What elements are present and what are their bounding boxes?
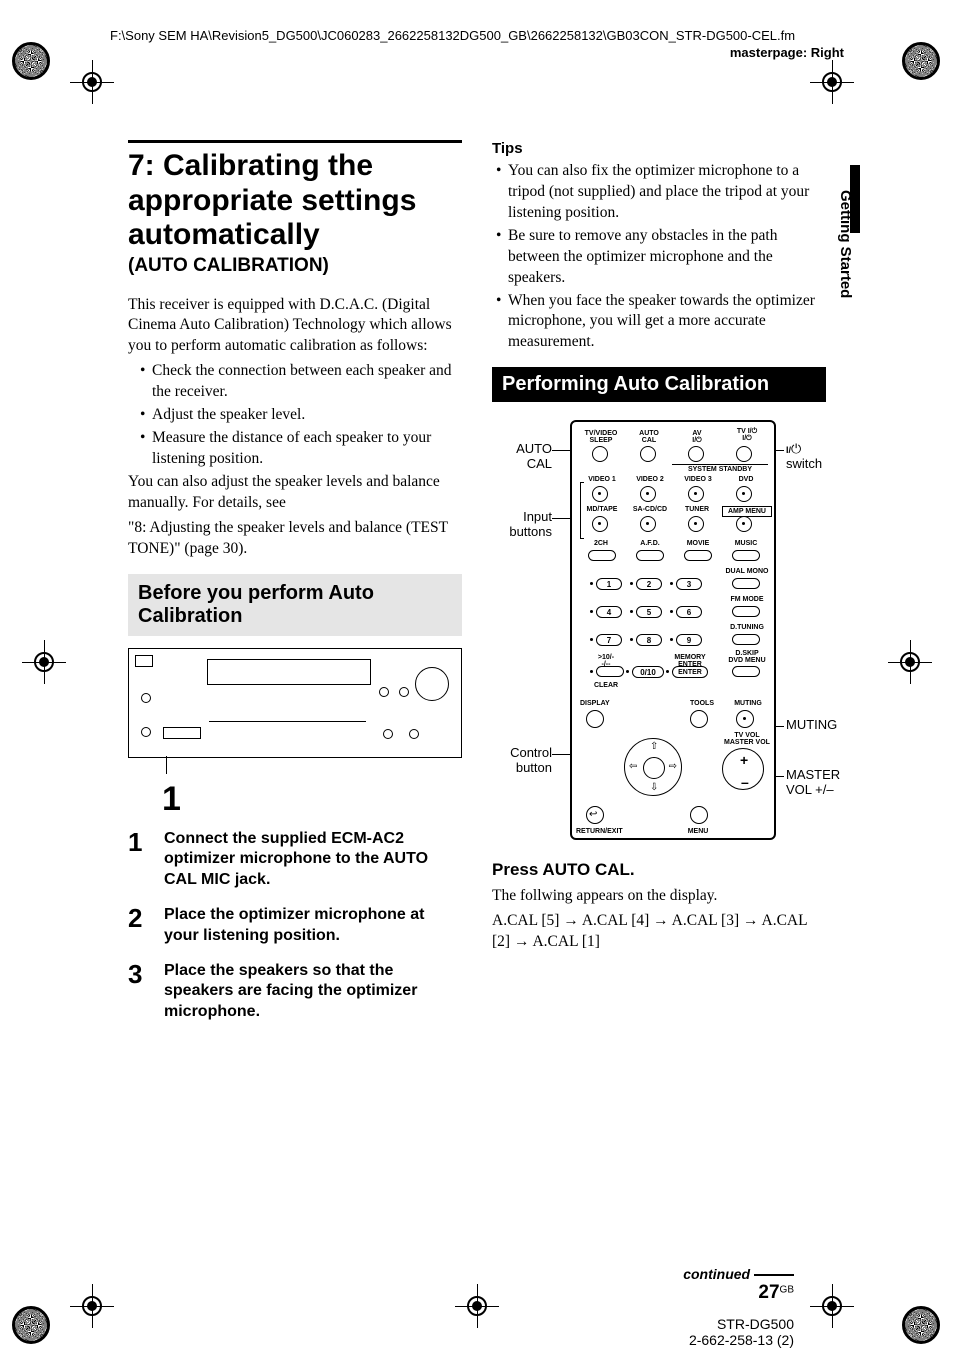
- before-heading-box: Before you perform Auto Calibration: [128, 574, 462, 636]
- callout-muting: MUTING: [786, 718, 837, 733]
- remote-diagram: AUTO CAL Input buttons Control button I/…: [492, 416, 826, 846]
- callout-input: Input buttons: [492, 510, 552, 540]
- intro-list: Check the connection between each speake…: [128, 361, 462, 470]
- masterpage: masterpage: Right: [730, 45, 844, 60]
- step-2: 2Place the optimizer microphone at your …: [128, 905, 462, 947]
- press-heading: Press AUTO CAL.: [492, 860, 826, 880]
- performing-heading-box: Performing Auto Calibration: [492, 367, 826, 402]
- press-text: The follwing appears on the display.: [492, 886, 826, 907]
- intro-text: This receiver is equipped with D.C.A.C. …: [128, 295, 462, 358]
- doc-header: F:\Sony SEM HA\Revision5_DG500\JC060283_…: [110, 28, 844, 60]
- right-column: Tips You can also fix the optimizer micr…: [492, 140, 826, 1244]
- tips-list: You can also fix the optimizer microphon…: [492, 161, 826, 353]
- post-text-2: "8: Adjusting the speaker levels and bal…: [128, 518, 462, 560]
- receiver-diagram: [128, 648, 462, 758]
- page-title: 7: Calibrating the appropriate settings …: [128, 149, 462, 253]
- left-column: 7: Calibrating the appropriate settings …: [128, 140, 462, 1244]
- callout-mastervol: MASTER VOL +/–: [786, 768, 840, 798]
- diagram-callout-1: 1: [162, 780, 462, 819]
- steps-list: 1Connect the supplied ECM-AC2 optimizer …: [128, 829, 462, 1023]
- tips-heading: Tips: [492, 140, 826, 157]
- section-label: Getting Started: [837, 190, 854, 298]
- step-1: 1Connect the supplied ECM-AC2 optimizer …: [128, 829, 462, 891]
- press-sequence: A.CAL [5] → A.CAL [4] → A.CAL [3] → A.CA…: [492, 911, 826, 953]
- page-footer: continued 27GB STR-DG5002-662-258-13 (2): [683, 1266, 794, 1304]
- before-heading: Before you perform Auto Calibration: [138, 582, 452, 628]
- post-text: You can also adjust the speaker levels a…: [128, 472, 462, 514]
- remote-body: TV/VIDEO SLEEP AUTO CAL AV I/⏻ TV I/⏻ I/…: [570, 420, 776, 840]
- page-subtitle: (AUTO CALIBRATION): [128, 255, 462, 277]
- performing-heading: Performing Auto Calibration: [502, 373, 816, 396]
- callout-autocal: AUTO CAL: [492, 442, 552, 472]
- file-path: F:\Sony SEM HA\Revision5_DG500\JC060283_…: [110, 28, 795, 45]
- callout-control: Control button: [492, 746, 552, 776]
- callout-power: I/⏻switch: [786, 442, 822, 472]
- step-3: 3Place the speakers so that the speakers…: [128, 961, 462, 1023]
